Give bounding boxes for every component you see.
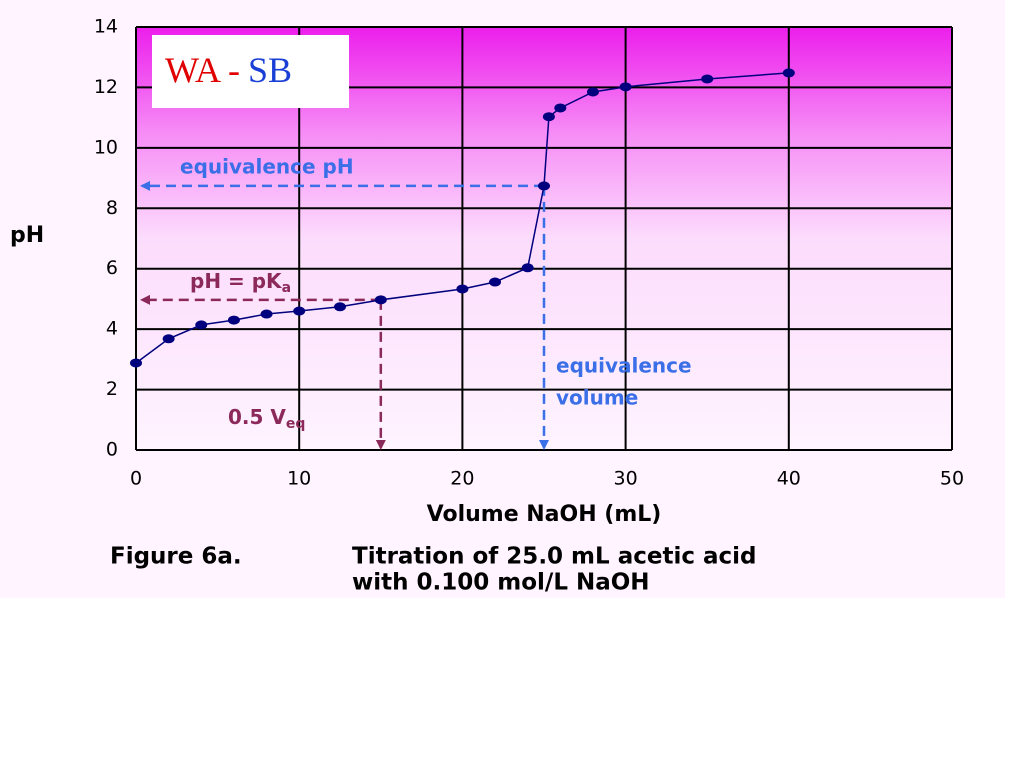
half-volume-label-main: 0.5 V	[228, 405, 286, 429]
data-point	[554, 103, 567, 113]
pka-label: pH = pKa	[190, 268, 291, 296]
y-tick-label: 12	[94, 76, 118, 98]
x-tick-label: 50	[940, 468, 964, 490]
chart-title: WA - SB	[165, 50, 292, 90]
half-volume-label: 0.5 Veq	[228, 405, 305, 433]
y-tick-label: 4	[106, 318, 118, 340]
x-tick-label: 10	[287, 468, 311, 490]
data-point	[489, 277, 502, 287]
data-point	[130, 358, 142, 368]
x-tick-label: 30	[614, 468, 638, 490]
data-point	[542, 112, 555, 122]
data-point	[456, 284, 469, 294]
caption-line: Titration of 25.0 mL acetic acid	[352, 544, 756, 570]
plot	[130, 68, 795, 368]
title-part: WA -	[165, 50, 240, 90]
data-point	[701, 74, 714, 84]
data-point	[586, 87, 599, 97]
caption-label: Figure 6a.	[110, 544, 242, 570]
data-point	[260, 309, 273, 319]
x-tick-label: 20	[450, 468, 474, 490]
title-part: SB	[248, 50, 292, 90]
y-tick-label: 14	[94, 16, 118, 38]
data-point	[619, 82, 632, 92]
pka-label-sub: a	[282, 280, 291, 296]
data-point	[782, 68, 795, 78]
title-box	[152, 35, 349, 108]
x-axis-title: Volume NaOH (mL)	[427, 502, 662, 527]
annotations: equivalence pH equivalence volume pH = pKa 0…	[140, 154, 692, 450]
y-tick-label: 0	[106, 439, 118, 461]
x-tick-label: 0	[130, 468, 142, 490]
data-point	[521, 263, 534, 273]
caption-line: with 0.100 mol/L NaOH	[352, 570, 650, 596]
y-tick-label: 6	[106, 257, 118, 279]
equivalence-volume-label: equivalence	[556, 354, 692, 378]
data-point	[227, 315, 240, 325]
data-point	[195, 320, 208, 330]
half-volume-label-sub: eq	[286, 416, 306, 432]
data-point	[162, 334, 175, 344]
x-tick-label: 40	[777, 468, 801, 490]
pka-label-main: pH = pK	[190, 268, 283, 292]
data-point	[293, 306, 306, 316]
data-point	[538, 181, 550, 191]
data-point	[374, 295, 387, 305]
grid: 0 2 4 6 8 10 12 14 0 10 20 30 40 50	[94, 16, 964, 490]
y-tick-label: 2	[106, 378, 118, 400]
equivalence-ph-label: equivalence pH	[180, 154, 354, 178]
y-tick-label: 8	[106, 197, 118, 219]
data-point	[334, 302, 346, 312]
y-axis-title: pH	[10, 223, 44, 248]
equivalence-volume-label: volume	[556, 386, 638, 410]
y-tick-label: 10	[94, 136, 118, 158]
